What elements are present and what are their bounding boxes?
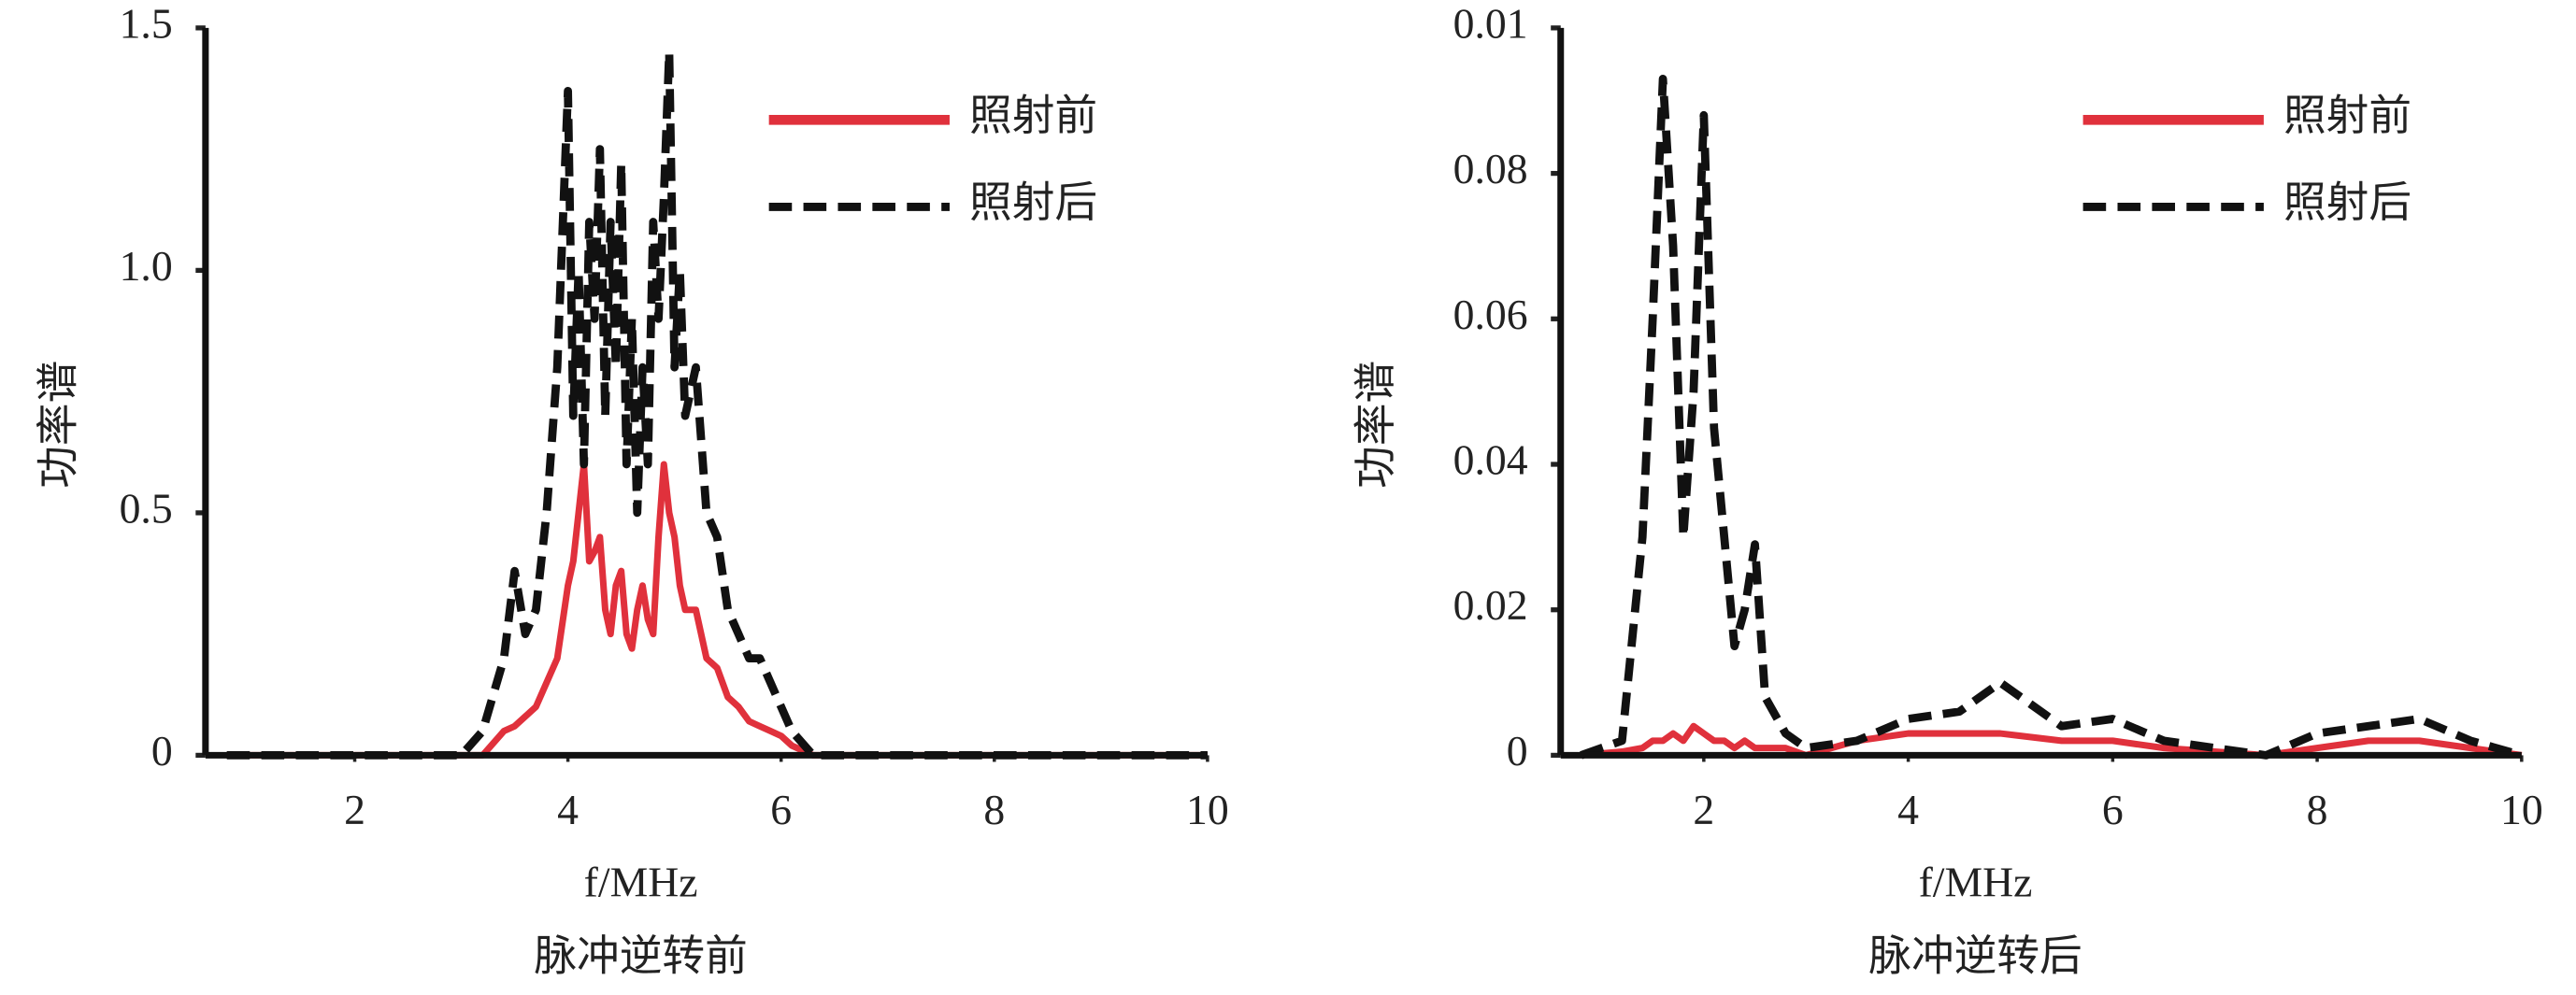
data-line xyxy=(226,461,1208,759)
y-axis-label: 功率谱 xyxy=(1352,361,1399,489)
x-tick-label: 2 xyxy=(1693,786,1714,833)
y-tick-label: 0.01 xyxy=(1453,0,1528,47)
legend-label: 照射后 xyxy=(2283,178,2411,226)
x-axis-label: f/MHz xyxy=(584,858,698,905)
y-axis-label: 功率谱 xyxy=(34,361,81,489)
caption: 脉冲逆转前 xyxy=(534,932,747,980)
x-tick-label: 4 xyxy=(1897,786,1919,833)
y-tick-label: 0.04 xyxy=(1453,435,1528,483)
x-tick-label: 2 xyxy=(344,786,365,833)
x-tick-label: 10 xyxy=(2500,786,2543,833)
y-tick-label: 1.5 xyxy=(120,0,173,47)
y-tick-label: 0.02 xyxy=(1453,581,1528,629)
legend-label: 照射前 xyxy=(969,92,1097,139)
x-axis-label: f/MHz xyxy=(1919,858,2033,905)
data-line xyxy=(226,48,1208,760)
x-tick-label: 6 xyxy=(2102,786,2124,833)
y-tick-label: 0.5 xyxy=(120,484,173,532)
x-tick-label: 4 xyxy=(557,786,579,833)
y-tick-label: 0 xyxy=(1507,727,1528,775)
legend-label: 照射后 xyxy=(969,178,1097,226)
y-tick-label: 0.06 xyxy=(1453,291,1528,338)
y-tick-label: 0 xyxy=(151,727,173,775)
data-line xyxy=(1580,74,2524,760)
x-tick-label: 10 xyxy=(1186,786,1229,833)
data-line xyxy=(1581,722,2523,759)
x-tick-label: 6 xyxy=(770,786,792,833)
legend-label: 照射前 xyxy=(2283,92,2411,139)
caption: 脉冲逆转后 xyxy=(1868,932,2082,980)
x-tick-label: 8 xyxy=(2307,786,2328,833)
y-tick-label: 1.0 xyxy=(120,242,173,290)
x-tick-label: 8 xyxy=(983,786,1005,833)
y-tick-label: 0.08 xyxy=(1453,145,1528,192)
